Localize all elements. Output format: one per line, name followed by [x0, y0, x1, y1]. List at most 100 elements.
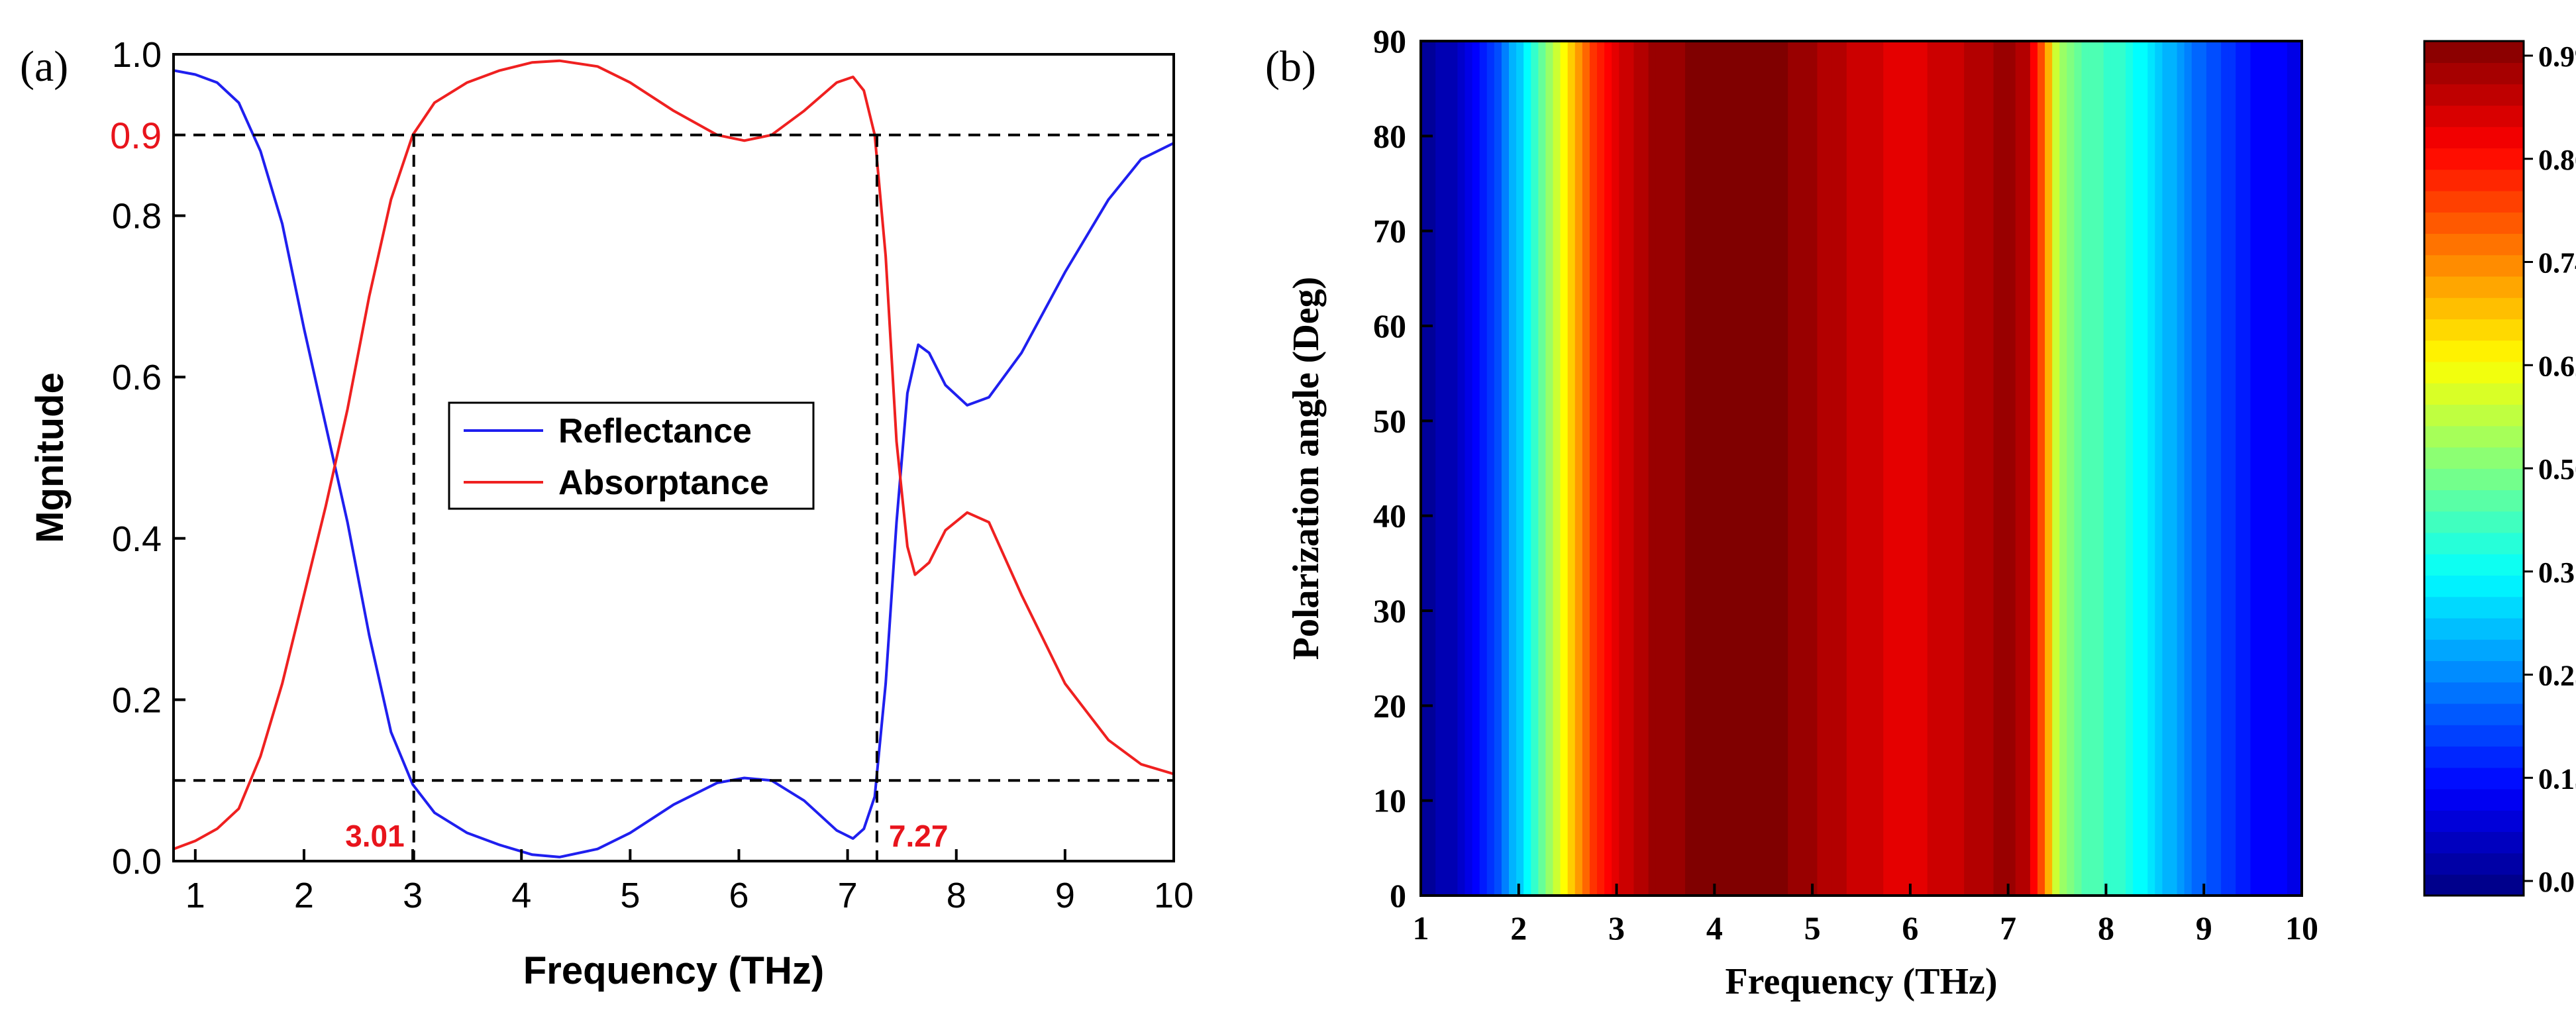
- heatmap-column: [1949, 41, 1957, 896]
- heatmap-column: [1501, 41, 1510, 896]
- heatmap-column: [1839, 41, 1847, 896]
- heatmap-column: [1729, 41, 1737, 896]
- heatmap-column: [2110, 41, 2119, 896]
- x-tick-label: 2: [1510, 909, 1527, 947]
- colorbar-level: [2424, 511, 2524, 533]
- colorbar-level: [2424, 532, 2524, 554]
- heatmap-column: [2177, 41, 2185, 896]
- panel-a-y-axis-title: Mgnitude: [28, 372, 72, 543]
- heatmap-column: [2037, 41, 2045, 896]
- heatmap-column: [1435, 41, 1444, 896]
- colorbar-tick-label: 0.13: [2538, 762, 2576, 795]
- heatmap-column: [1472, 41, 1480, 896]
- heatmap-column: [1912, 41, 1921, 896]
- x-tick-label: 1: [1413, 909, 1429, 947]
- colorbar-tick-label: 0.37: [2538, 556, 2576, 589]
- heatmap-column: [1707, 41, 1716, 896]
- heatmap-column: [1597, 41, 1605, 896]
- x-tick-label: 6: [729, 876, 748, 915]
- x-tick-label: 5: [620, 876, 640, 915]
- heatmap-column: [1979, 41, 1987, 896]
- colorbar-level: [2424, 148, 2524, 170]
- heatmap-column: [1648, 41, 1657, 896]
- panel-b-x-axis-title: Frequency (THz): [1725, 961, 1997, 1002]
- heatmap-column: [1795, 41, 1804, 896]
- heatmap-column: [1876, 41, 1884, 896]
- heatmap-column: [2250, 41, 2259, 896]
- heatmap-column: [1589, 41, 1598, 896]
- colorbar-level: [2424, 468, 2524, 491]
- heatmap-column: [1927, 41, 1935, 896]
- colorbar-level: [2424, 383, 2524, 405]
- heatmap-column: [1722, 41, 1730, 896]
- heatmap-column: [1934, 41, 1943, 896]
- heatmap-column: [1612, 41, 1620, 896]
- heatmap-column: [1890, 41, 1899, 896]
- colorbar-level: [2424, 703, 2524, 725]
- heatmap-column: [1920, 41, 1928, 896]
- heatmap-column: [2081, 41, 2090, 896]
- heatmap-column: [1531, 41, 1539, 896]
- heatmap-column: [1574, 41, 1583, 896]
- heatmap-column: [2052, 41, 2061, 896]
- panel-b-heatmap: (b) 1 2 3 4 5 6 7 8 9 10 0 10 20 30 40 50 60 70 80 90 Freq…: [1265, 23, 2576, 1002]
- heatmap-column: [1677, 41, 1686, 896]
- x-tick-label: 6: [1902, 909, 1918, 947]
- y-tick-label: 40: [1373, 497, 1406, 535]
- y-tick-label: 80: [1373, 117, 1406, 154]
- heatmap-column: [1964, 41, 1973, 896]
- heatmap-column: [2191, 41, 2200, 896]
- y-tick-label: 0.6: [112, 358, 162, 397]
- colorbar-level: [2424, 575, 2524, 597]
- vline-label-lower: 3.01: [345, 819, 405, 853]
- heatmap-column: [1428, 41, 1436, 896]
- heatmap-column: [1714, 41, 1723, 896]
- heatmap-column: [2287, 41, 2295, 896]
- heatmap-column: [1971, 41, 1980, 896]
- heatmap-column: [2184, 41, 2192, 896]
- colorbar-level: [2424, 746, 2524, 768]
- y-tick-label: 0.4: [112, 519, 162, 559]
- heatmap-column: [1663, 41, 1671, 896]
- heatmap-column: [1457, 41, 1466, 896]
- heatmap-column: [1758, 41, 1767, 896]
- heatmap-column: [2257, 41, 2266, 896]
- heatmap-column: [1824, 41, 1833, 896]
- heatmap-column: [1692, 41, 1700, 896]
- colorbar-level: [2424, 105, 2524, 127]
- colorbar-level: [2424, 617, 2524, 640]
- heatmap-column: [2147, 41, 2156, 896]
- legend-label-absorptance: Absorptance: [558, 464, 769, 502]
- heatmap-column: [1736, 41, 1745, 896]
- heatmap-column: [1443, 41, 1451, 896]
- heatmap-column: [2221, 41, 2229, 896]
- colorbar-level: [2424, 788, 2524, 811]
- heatmap-column: [1810, 41, 1818, 896]
- heatmap-column: [1765, 41, 1774, 896]
- colorbar-level: [2424, 874, 2524, 896]
- colorbar-level: [2424, 767, 2524, 790]
- colorbar-level: [2424, 233, 2524, 256]
- heatmap-column: [1780, 41, 1788, 896]
- colorbar-level: [2424, 62, 2524, 85]
- colorbar: 0.01 0.13 0.25 0.37 0.50 0.62 0.74 0.86 0.99: [2423, 40, 2576, 898]
- x-tick-label: 3: [403, 876, 423, 915]
- heatmap-column: [2294, 41, 2302, 896]
- heatmap-column: [2236, 41, 2244, 896]
- colorbar-level: [2424, 340, 2524, 362]
- x-tick-label: 9: [1055, 876, 1075, 915]
- colorbar-level: [2424, 41, 2524, 64]
- colorbar-tick-label: 0.74: [2538, 247, 2576, 280]
- heatmap-column: [2133, 41, 2141, 896]
- x-tick-label: 4: [1706, 909, 1723, 947]
- heatmap-column: [1685, 41, 1693, 896]
- heatmap-column: [1817, 41, 1826, 896]
- heatmap-column: [2140, 41, 2149, 896]
- heatmap-column: [1486, 41, 1495, 896]
- heatmap-column: [2206, 41, 2214, 896]
- x-tick-label: 7: [2000, 909, 2016, 947]
- heatmap-column: [1773, 41, 1781, 896]
- heatmap-column: [1509, 41, 1517, 896]
- colorbar-level: [2424, 425, 2524, 448]
- series-line-reflectance: [174, 69, 1174, 858]
